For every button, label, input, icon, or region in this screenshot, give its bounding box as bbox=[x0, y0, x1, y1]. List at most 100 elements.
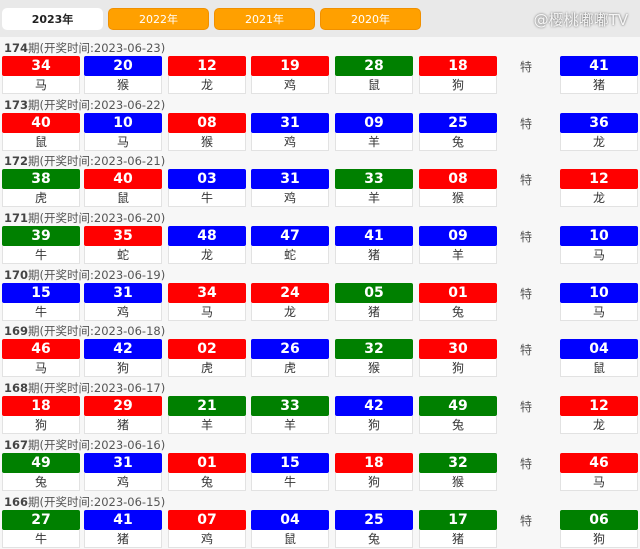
zodiac-label: 兔 bbox=[335, 529, 413, 548]
ball-cell: 46 马 bbox=[2, 339, 80, 378]
ball-cell: 33 羊 bbox=[251, 396, 329, 435]
zodiac-label: 鸡 bbox=[251, 189, 329, 208]
ball-number: 15 bbox=[251, 452, 329, 473]
zodiac-label: 狗 bbox=[2, 416, 80, 435]
ball-cell: 40 鼠 bbox=[2, 112, 80, 151]
zodiac-label: 牛 bbox=[2, 302, 80, 321]
special-ball-cell: 10 马 bbox=[560, 282, 638, 321]
zodiac-label: 鼠 bbox=[335, 76, 413, 94]
ball-number: 26 bbox=[251, 339, 329, 360]
draw-row: 166期(开奖时间:2023-06-15) 27 牛 41 猪 07 鸡 04 鼠 25 兔 17 猪特… bbox=[0, 491, 640, 548]
draw-title: 173期(开奖时间:2023-06-22) bbox=[4, 97, 165, 113]
zodiac-label: 鸡 bbox=[168, 529, 246, 548]
ball-number: 46 bbox=[2, 339, 80, 360]
draw-title: 172期(开奖时间:2023-06-21) bbox=[4, 153, 165, 169]
zodiac-label: 鼠 bbox=[560, 359, 638, 378]
ball-cell: 09 羊 bbox=[419, 226, 497, 265]
zodiac-label: 羊 bbox=[168, 416, 246, 435]
zodiac-label: 虎 bbox=[2, 189, 80, 208]
ball-number: 39 bbox=[2, 226, 80, 247]
ball-number: 40 bbox=[84, 169, 162, 190]
special-ball-cell: 10 马 bbox=[560, 226, 638, 265]
ball-cell: 18 狗 bbox=[419, 56, 497, 94]
zodiac-label: 狗 bbox=[335, 416, 413, 435]
ball-number: 18 bbox=[2, 396, 80, 417]
ball-number: 03 bbox=[168, 169, 246, 190]
zodiac-label: 猪 bbox=[84, 529, 162, 548]
ball-cell: 18 狗 bbox=[335, 452, 413, 491]
special-label: 特 bbox=[520, 173, 533, 188]
draw-date: 期(开奖时间:2023-06-20) bbox=[28, 211, 166, 226]
zodiac-label: 兔 bbox=[419, 302, 497, 321]
ball-cell: 28 鼠 bbox=[335, 56, 413, 94]
draw-title: 168期(开奖时间:2023-06-17) bbox=[4, 380, 165, 396]
zodiac-label: 鸡 bbox=[251, 132, 329, 151]
ball-number: 17 bbox=[419, 509, 497, 530]
tab-year-2021[interactable]: 2021年 bbox=[214, 7, 315, 30]
ball-cell: 49 兔 bbox=[419, 396, 497, 435]
ball-cell: 30 狗 bbox=[419, 339, 497, 378]
ball-number: 02 bbox=[168, 339, 246, 360]
zodiac-label: 鼠 bbox=[251, 529, 329, 548]
special-label: 特 bbox=[520, 343, 533, 358]
zodiac-label: 猴 bbox=[419, 472, 497, 491]
ball-cell: 19 鸡 bbox=[251, 56, 329, 94]
ball-number: 28 bbox=[335, 56, 413, 76]
ball-cell: 41 猪 bbox=[335, 226, 413, 265]
zodiac-label: 狗 bbox=[84, 359, 162, 378]
zodiac-label: 龙 bbox=[168, 76, 246, 94]
ball-cell: 12 龙 bbox=[168, 56, 246, 94]
zodiac-label: 羊 bbox=[251, 416, 329, 435]
zodiac-label: 狗 bbox=[419, 76, 497, 94]
ball-number: 15 bbox=[2, 282, 80, 303]
ball-cell: 48 龙 bbox=[168, 226, 246, 265]
ball-number: 20 bbox=[84, 56, 162, 76]
ball-number: 12 bbox=[560, 396, 638, 417]
tab-year-2023[interactable]: 2023年 bbox=[2, 7, 103, 30]
draw-title: 169期(开奖时间:2023-06-18) bbox=[4, 323, 165, 339]
ball-number: 01 bbox=[419, 282, 497, 303]
ball-number: 34 bbox=[2, 56, 80, 76]
draw-date: 期(开奖时间:2023-06-21) bbox=[28, 154, 166, 169]
ball-cell: 05 猪 bbox=[335, 282, 413, 321]
ball-number: 29 bbox=[84, 396, 162, 417]
tab-year-2022[interactable]: 2022年 bbox=[108, 7, 209, 30]
ball-number: 42 bbox=[84, 339, 162, 360]
special-label: 特 bbox=[520, 513, 533, 528]
ball-cell: 31 鸡 bbox=[84, 282, 162, 321]
ball-number: 05 bbox=[335, 282, 413, 303]
ball-number: 10 bbox=[560, 226, 638, 247]
zodiac-label: 猴 bbox=[419, 189, 497, 208]
ball-number: 25 bbox=[335, 509, 413, 530]
special-label: 特 bbox=[520, 400, 533, 415]
ball-cell: 47 蛇 bbox=[251, 226, 329, 265]
ball-number: 12 bbox=[168, 56, 246, 76]
draw-row: 167期(开奖时间:2023-06-16) 49 兔 31 鸡 01 兔 15 牛 18 狗 32 猴特… bbox=[0, 434, 640, 491]
zodiac-label: 龙 bbox=[168, 246, 246, 265]
ball-cell: 15 牛 bbox=[2, 282, 80, 321]
ball-number: 41 bbox=[84, 509, 162, 530]
draw-row: 169期(开奖时间:2023-06-18) 46 马 42 狗 02 虎 26 虎 32 猴 30 狗特… bbox=[0, 320, 640, 378]
ball-cell: 04 鼠 bbox=[251, 509, 329, 548]
draw-list: 174期(开奖时间:2023-06-23) 34 马 20 猴 12 龙 19 鸡 28 鼠 18 狗特… bbox=[0, 37, 640, 548]
draw-date: 期(开奖时间:2023-06-18) bbox=[28, 324, 166, 339]
ball-number: 32 bbox=[419, 452, 497, 473]
ball-cell: 20 猴 bbox=[84, 56, 162, 94]
ball-number: 47 bbox=[251, 226, 329, 247]
ball-cell: 01 兔 bbox=[419, 282, 497, 321]
ball-number: 08 bbox=[419, 169, 497, 190]
special-label: 特 bbox=[520, 286, 533, 301]
tab-year-2020[interactable]: 2020年 bbox=[320, 7, 421, 30]
ball-number: 31 bbox=[251, 169, 329, 190]
zodiac-label: 狗 bbox=[560, 529, 638, 548]
zodiac-label: 虎 bbox=[251, 359, 329, 378]
special-label: 特 bbox=[520, 456, 533, 471]
zodiac-label: 牛 bbox=[2, 529, 80, 548]
zodiac-label: 马 bbox=[84, 132, 162, 151]
ball-number: 31 bbox=[84, 282, 162, 303]
period-number: 167 bbox=[4, 437, 29, 452]
period-number: 166 bbox=[4, 494, 29, 509]
zodiac-label: 兔 bbox=[168, 472, 246, 491]
zodiac-label: 龙 bbox=[251, 302, 329, 321]
zodiac-label: 猴 bbox=[335, 359, 413, 378]
